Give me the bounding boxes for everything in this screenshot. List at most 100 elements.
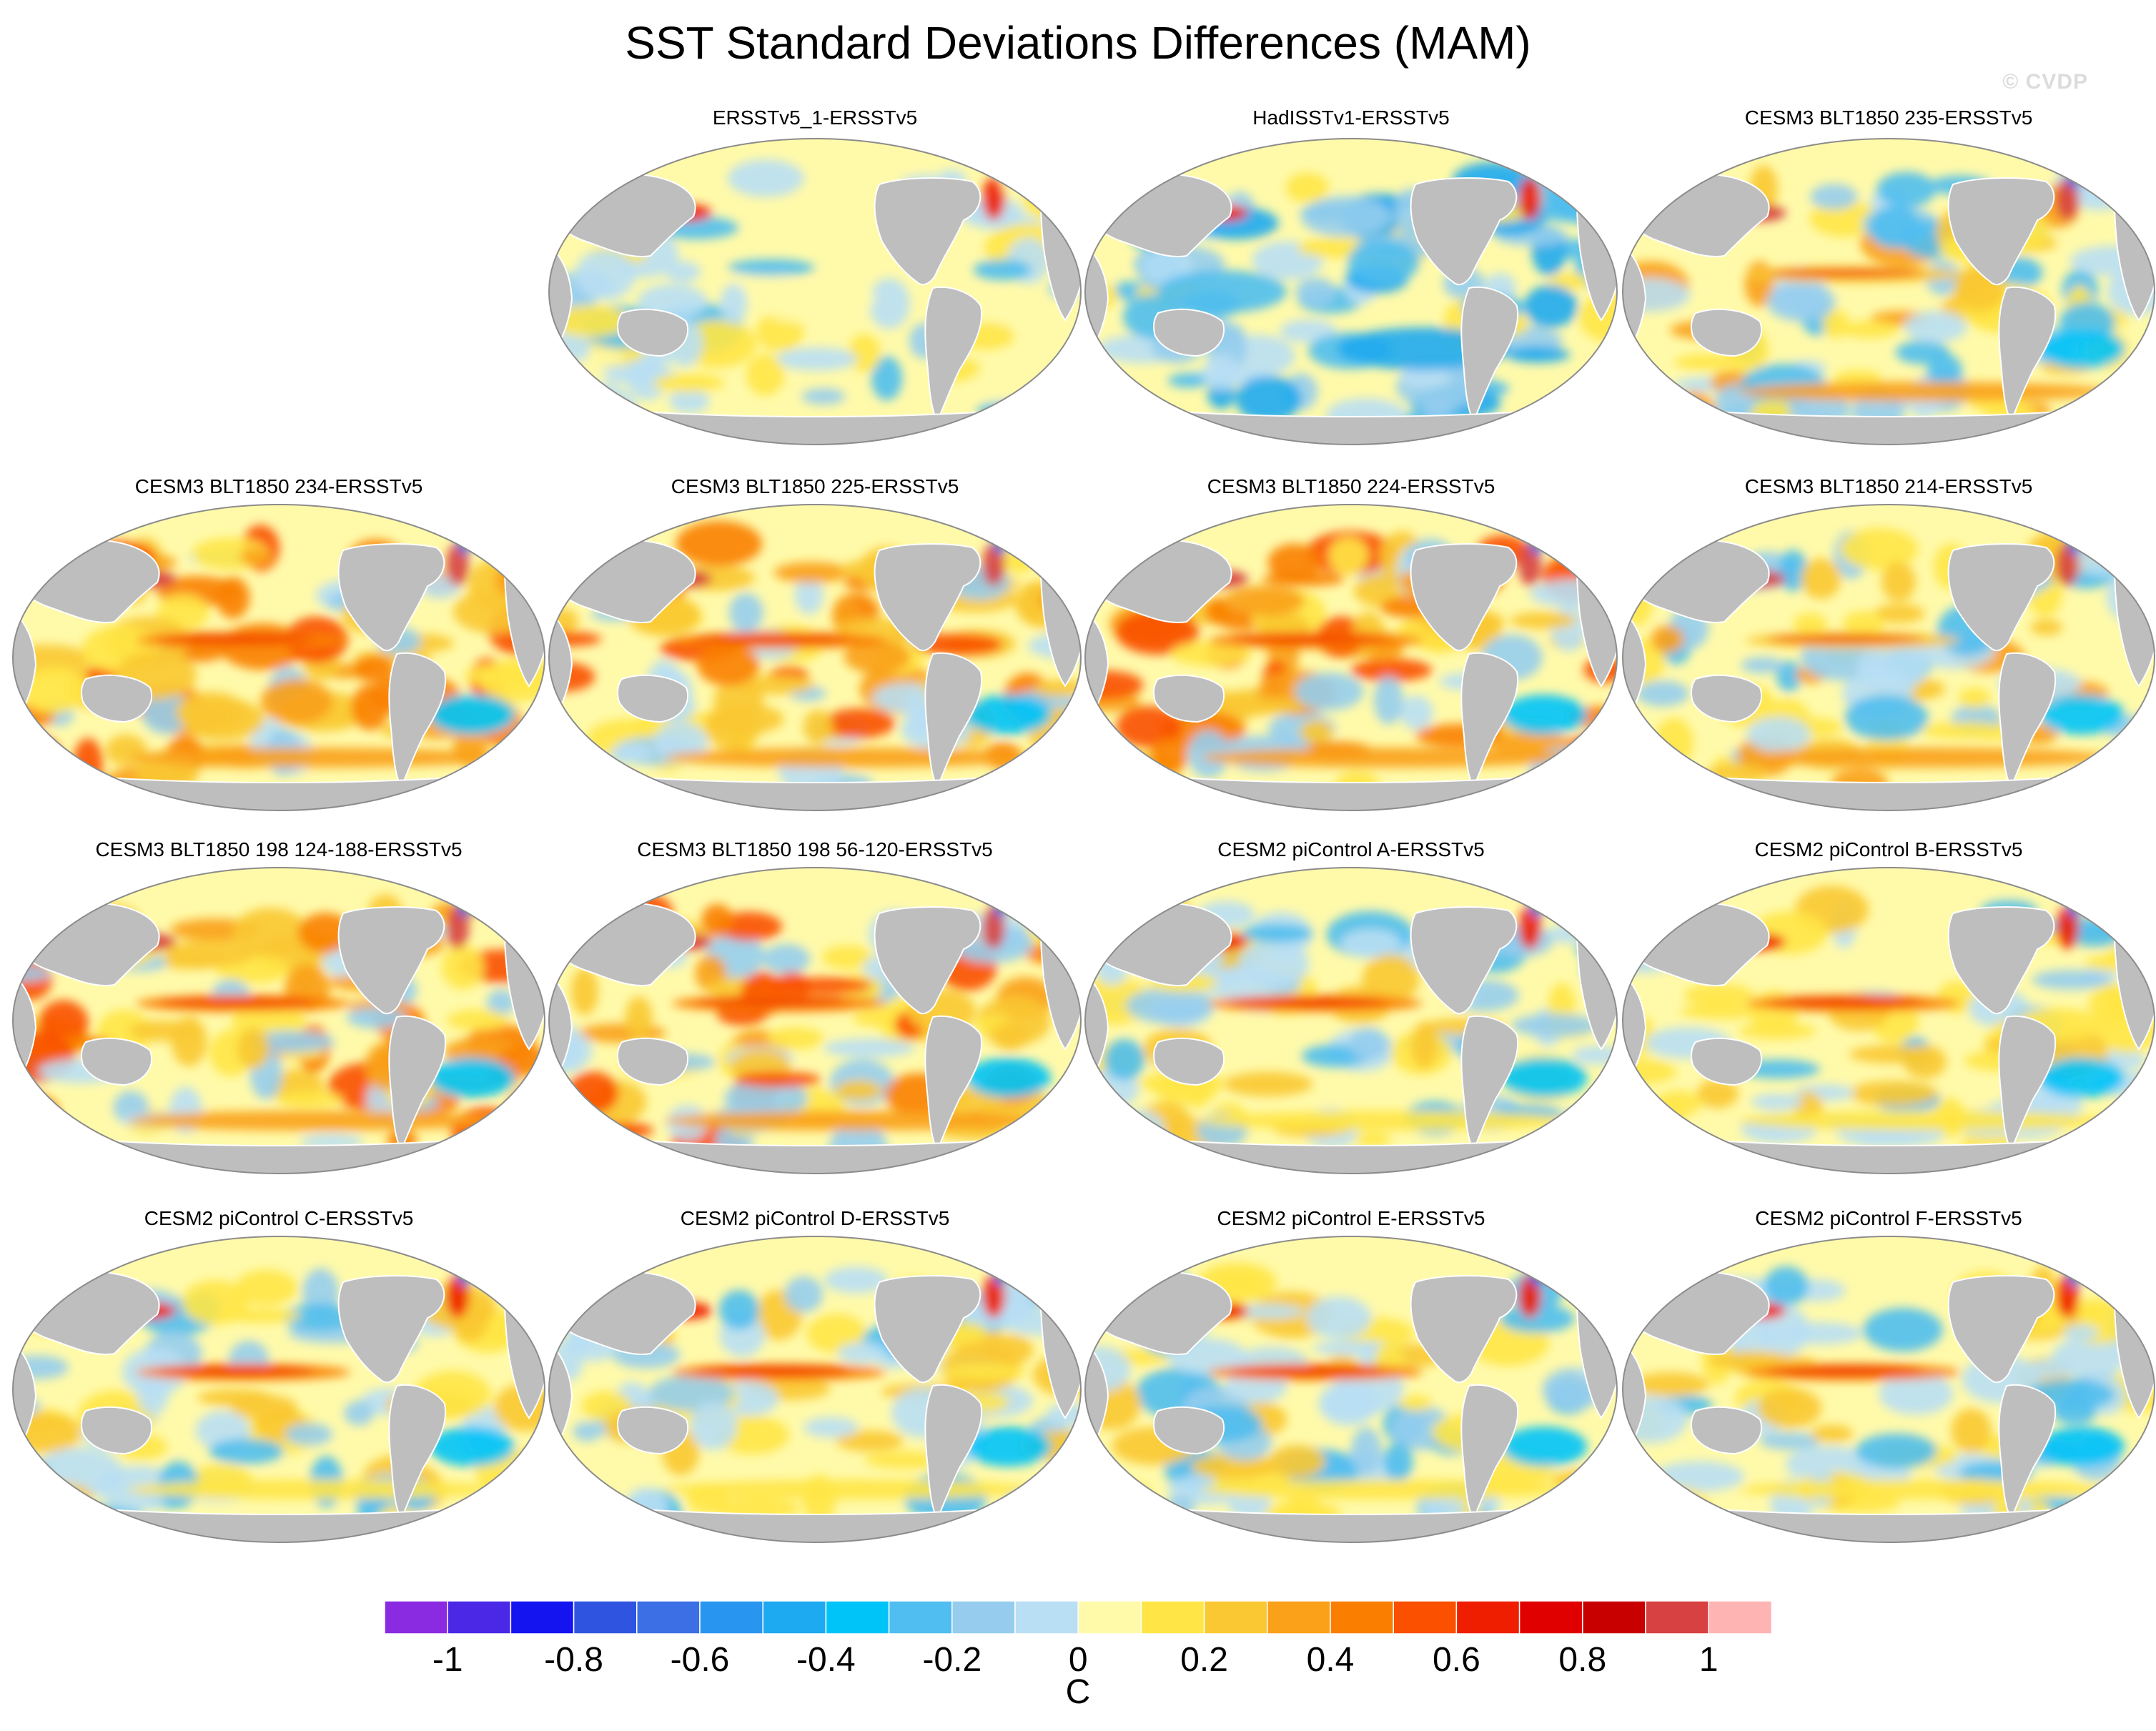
map-border (12, 1236, 545, 1543)
colorbar-swatch (951, 1600, 1016, 1635)
land-australia (1690, 308, 1762, 357)
colorbar: -1 -0.8 -0.6 -0.4 -0.2 0 0.2 0.4 0.6 0.8 1 (384, 1600, 1773, 1679)
sst-map-panel (1622, 504, 2155, 811)
land-north-america (1410, 1275, 1518, 1384)
colorbar-swatch (1518, 1600, 1583, 1635)
land-north-america (1410, 906, 1518, 1015)
land-south-america (1460, 1015, 1519, 1151)
colorbar-swatch (1393, 1600, 1458, 1635)
colorbar-tick-label: -0.8 (544, 1641, 603, 1679)
panel-title: CESM2 piControl B-ERSSTv5 (1754, 838, 2023, 860)
land-north-america (1947, 543, 2055, 652)
land-north-america (1410, 177, 1518, 286)
colorbar-tick-label: 0 (1069, 1641, 1088, 1679)
map-border (12, 504, 545, 811)
land-north-america (874, 1275, 981, 1384)
land-south-america (388, 1015, 447, 1151)
panel-title: CESM2 piControl C-ERSSTv5 (144, 1207, 414, 1229)
sst-map-panel (1084, 867, 1618, 1174)
land-australia (1152, 1037, 1225, 1086)
land-south-america (924, 286, 983, 422)
map-border (1622, 867, 2155, 1174)
map-border (548, 138, 1082, 445)
land-australia (616, 1037, 688, 1086)
map-border (548, 1236, 1082, 1543)
map-border (1084, 138, 1618, 445)
panel-title: CESM2 piControl E-ERSSTv5 (1217, 1207, 1485, 1229)
land-north-america (1947, 1275, 2055, 1384)
land-australia (1152, 1406, 1225, 1455)
figure-title: SST Standard Deviations Differences (MAM… (625, 17, 1531, 69)
colorbar-swatch (1582, 1600, 1646, 1635)
panel-title: CESM3 BLT1850 225-ERSSTv5 (671, 475, 959, 497)
land-south-america (924, 1015, 983, 1151)
sst-map-panel (1084, 1236, 1618, 1543)
map-border (1622, 504, 2155, 811)
colorbar-swatch (1077, 1600, 1142, 1635)
land-north-america (337, 1275, 445, 1384)
sst-map-panel (1622, 1236, 2155, 1543)
sst-map-panel (1622, 138, 2155, 445)
sst-map-panel (1622, 867, 2155, 1174)
colorbar-units-label: C (1065, 1673, 1091, 1711)
map-border (548, 867, 1082, 1174)
sst-map-panel (548, 867, 1082, 1174)
land-north-america (337, 906, 445, 1015)
panel-title: CESM3 BLT1850 235-ERSSTv5 (1744, 106, 2033, 129)
map-border (1622, 1236, 2155, 1543)
land-australia (1690, 674, 1762, 723)
colorbar-swatch (1645, 1600, 1709, 1635)
colorbar-swatch (1267, 1600, 1331, 1635)
land-south-america (1998, 286, 2057, 422)
colorbar-tick-label: 0.4 (1307, 1641, 1355, 1679)
land-australia (1690, 1406, 1762, 1455)
colorbar-swatch (573, 1600, 638, 1635)
land-south-america (1460, 1384, 1519, 1519)
land-australia (616, 308, 688, 357)
land-south-america (1998, 1015, 2057, 1151)
land-australia (616, 674, 688, 723)
colorbar-swatch (1203, 1600, 1268, 1635)
map-border (1622, 138, 2155, 445)
colorbar-swatch (447, 1600, 512, 1635)
anomaly-field (13, 525, 545, 805)
map-border (548, 504, 1082, 811)
panel-title: CESM3 BLT1850 198 56-120-ERSSTv5 (637, 838, 993, 860)
land-north-america (874, 543, 981, 652)
land-north-america (874, 906, 981, 1015)
land-north-america (337, 543, 445, 652)
land-north-america (1410, 543, 1518, 652)
land-south-america (1998, 1384, 2057, 1519)
panel-title: ERSSTv5_1-ERSSTv5 (712, 106, 918, 129)
panel-title: CESM2 piControl D-ERSSTv5 (680, 1207, 950, 1229)
map-border (12, 867, 545, 1174)
sst-map-panel (1084, 504, 1618, 811)
panel-title: CESM3 BLT1850 234-ERSSTv5 (134, 475, 423, 497)
panel-title: CESM3 BLT1850 214-ERSSTv5 (1744, 475, 2033, 497)
colorbar-swatch (825, 1600, 890, 1635)
sst-map-panel (548, 1236, 1082, 1543)
colorbar-swatch (510, 1600, 575, 1635)
colorbar-swatch (1330, 1600, 1394, 1635)
panel-title: CESM3 BLT1850 198 124-188-ERSSTv5 (95, 838, 463, 860)
land-south-america (924, 652, 983, 788)
panel-title: CESM3 BLT1850 224-ERSSTv5 (1207, 475, 1495, 497)
land-australia (80, 1406, 152, 1455)
colorbar-swatch (762, 1600, 827, 1635)
colorbar-tick-label: 0.6 (1433, 1641, 1480, 1679)
land-australia (1152, 308, 1225, 357)
land-north-america (1947, 177, 2055, 286)
colorbar-swatch (636, 1600, 701, 1635)
land-south-america (924, 1384, 983, 1519)
land-australia (80, 674, 152, 723)
land-north-america (874, 177, 981, 286)
colorbar-tick-label: -0.2 (922, 1641, 981, 1679)
cvdp-watermark: © CVDP (2002, 70, 2088, 94)
land-australia (1152, 674, 1225, 723)
colorbar-tick-label: 0.8 (1558, 1641, 1606, 1679)
colorbar-swatch (888, 1600, 953, 1635)
sst-map-panel (12, 867, 545, 1174)
map-border (1084, 504, 1618, 811)
colorbar-swatch (1014, 1600, 1079, 1635)
colorbar-tick-label: 0.2 (1180, 1641, 1228, 1679)
